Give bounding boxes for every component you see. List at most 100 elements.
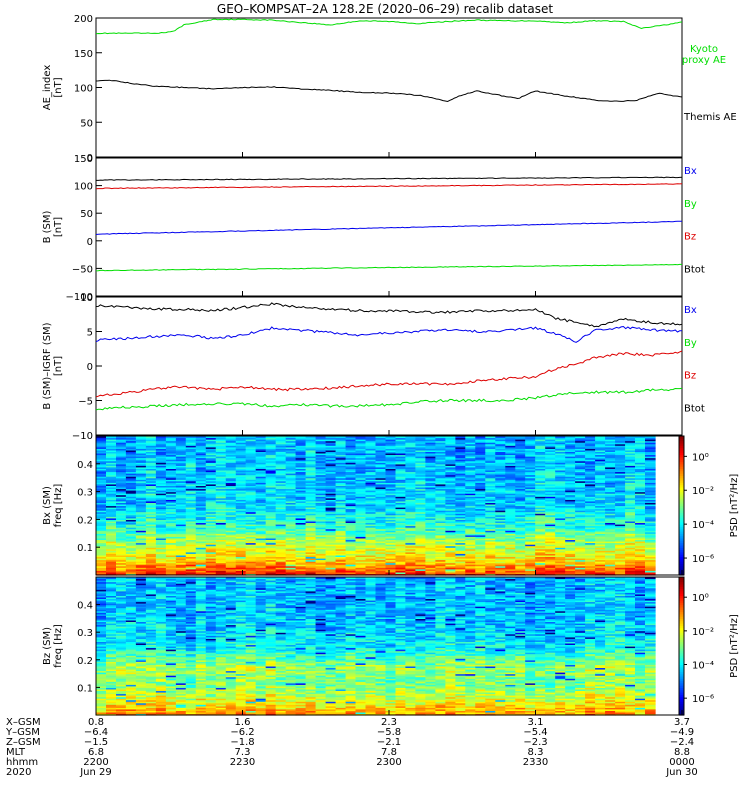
spectrogram-cell: [365, 436, 377, 439]
spectrogram-cell: [565, 541, 576, 544]
spectrogram-cell: [295, 539, 307, 542]
spectrogram-cell: [625, 477, 636, 480]
spectrogram-cell: [285, 570, 297, 573]
spectrogram-cell: [385, 485, 397, 488]
spectrogram-cell: [475, 456, 486, 459]
spectrogram-cell: [375, 471, 387, 474]
spectrogram-cell: [525, 493, 536, 496]
spectrogram-cell: [595, 517, 606, 520]
spectrogram-cell: [215, 550, 227, 553]
spectrogram-cell: [215, 482, 227, 485]
spectrogram-cell: [285, 505, 297, 508]
spectrogram-cell: [575, 439, 586, 442]
spectrogram-cell: [345, 479, 357, 482]
spectrogram-cell: [575, 571, 586, 574]
spectrogram-cell: [185, 571, 197, 574]
spectrogram-cell: [495, 497, 506, 500]
spectrogram-cell: [605, 568, 616, 571]
spectrogram-cell: [455, 531, 466, 534]
spectrogram-cell: [215, 513, 227, 516]
spectrogram-cell: [515, 510, 526, 513]
spectrogram-cell: [116, 528, 127, 531]
spectrogram-cell: [185, 459, 197, 462]
spectrogram-cell: [265, 502, 277, 505]
spectrogram-cell: [565, 528, 576, 531]
spectrogram-cell: [585, 491, 596, 494]
spectrogram-cell: [315, 508, 327, 511]
spectrogram-cell: [575, 534, 586, 537]
spectrogram-cell: [355, 511, 367, 514]
spectrogram-cell: [395, 491, 407, 494]
spectrogram-cell: [255, 439, 267, 442]
spectrogram-cell: [565, 571, 576, 574]
spectrogram-cell: [215, 558, 227, 561]
spectrogram-cell: [96, 487, 107, 490]
spectrogram-cell: [455, 559, 466, 562]
spectrogram-cell: [175, 443, 187, 446]
spectrogram-cell: [385, 453, 397, 456]
spectrogram-cell: [425, 449, 436, 452]
spectrogram-cell: [275, 537, 287, 540]
spectrogram-cell: [525, 507, 536, 510]
spectrogram-cell: [175, 466, 187, 469]
spectrogram-cell: [135, 477, 147, 480]
spectrogram-cell: [305, 511, 317, 514]
spectrogram-cell: [235, 437, 247, 440]
spectrogram-cell: [535, 547, 546, 550]
spectrogram-cell: [385, 471, 397, 474]
spectrogram-cell: [515, 524, 526, 527]
spectrogram-cell: [295, 466, 307, 469]
spectrogram-cell: [295, 497, 307, 500]
spectrogram-cell: [625, 514, 636, 517]
spectrogram-cell: [106, 445, 117, 448]
spectrogram-cell: [385, 553, 397, 556]
spectrogram-cell: [175, 553, 187, 556]
spectrogram-cell: [465, 561, 476, 564]
spectrogram-cell: [125, 502, 137, 505]
spectrogram-cell: [575, 507, 586, 510]
spectrogram-cell: [475, 568, 486, 571]
spectrogram-cell: [425, 465, 436, 468]
spectrogram-cell: [255, 454, 267, 457]
spectrogram-cell: [615, 454, 626, 457]
spectrogram-cell: [445, 451, 456, 454]
spectrogram-cell: [475, 537, 486, 540]
spectrogram-cell: [245, 445, 257, 448]
spectrogram-cell: [315, 477, 327, 480]
spectrogram-cell: [455, 530, 466, 533]
spectrogram-cell: [235, 487, 247, 490]
spectrogram-cell: [275, 454, 287, 457]
spectrogram-cell: [215, 437, 227, 440]
spectrogram-cell: [96, 522, 107, 525]
spectrogram-cell: [415, 519, 426, 522]
spectrogram-cell: [565, 539, 576, 542]
spectrogram-cell: [125, 448, 137, 451]
spectrogram-cell: [155, 507, 167, 510]
spectrogram-cell: [425, 451, 436, 454]
y-tick-label: 0: [87, 362, 93, 373]
spectrogram-cell: [135, 556, 147, 559]
spectrogram-cell: [275, 491, 287, 494]
spectrogram-cell: [615, 513, 626, 516]
spectrogram-cell: [505, 533, 516, 536]
spectrogram-cell: [535, 460, 546, 463]
spectrogram-cell: [265, 454, 277, 457]
spectrogram-cell: [335, 502, 347, 505]
spectrogram-cell: [385, 482, 397, 485]
spectrogram-cell: [285, 446, 297, 449]
spectrogram-cell: [145, 564, 157, 567]
spectrogram-cell: [96, 568, 107, 571]
spectrogram-cell: [315, 443, 327, 446]
spectrogram-cell: [106, 537, 117, 540]
spectrogram-cell: [255, 477, 267, 480]
spectrogram-cell: [495, 562, 506, 565]
spectrogram-cell: [365, 527, 377, 530]
spectrogram-cell: [405, 504, 416, 507]
spectrogram-cell: [215, 442, 227, 445]
spectrogram-cell: [235, 491, 247, 494]
spectrogram-cell: [525, 440, 536, 443]
spectrogram-cell: [295, 500, 307, 503]
spectrogram-cell: [485, 542, 496, 545]
spectrogram-cell: [405, 531, 416, 534]
y-tick-label: 150: [74, 154, 93, 165]
